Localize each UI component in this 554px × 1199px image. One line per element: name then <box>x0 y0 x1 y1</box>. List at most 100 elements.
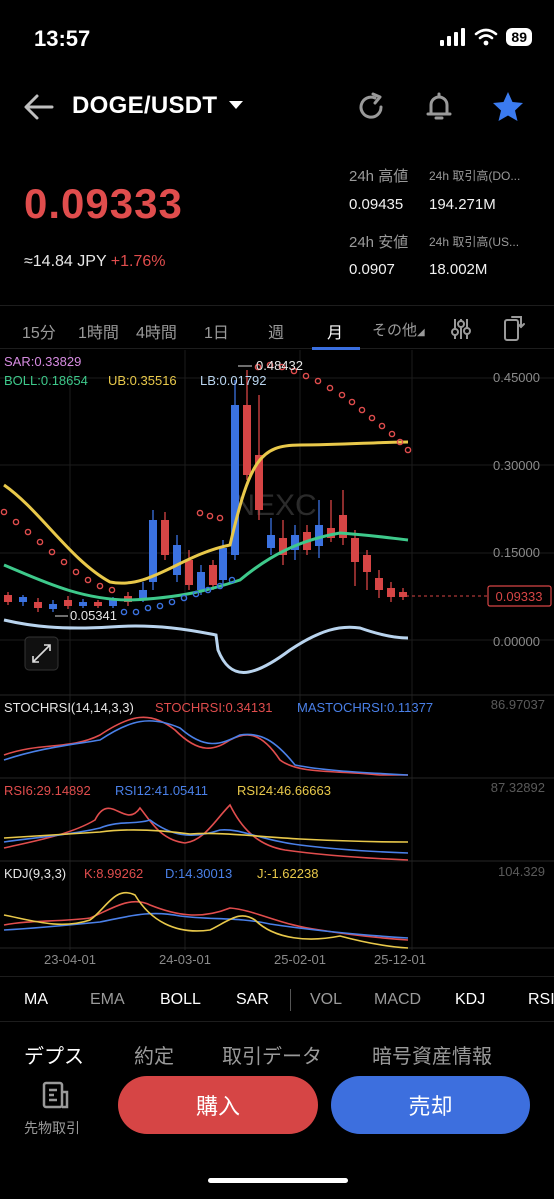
sar-dot <box>84 576 92 584</box>
sar-dot <box>60 558 68 566</box>
chart-canvas: 0.45000 0.30000 0.15000 0.00000 86.97037 87.3… <box>0 350 554 967</box>
candle-body <box>399 592 407 597</box>
sar-dot <box>368 414 376 422</box>
boll-upper-line <box>3 440 409 585</box>
rsi-max-label: 87.32892 <box>491 780 545 795</box>
candle-body <box>34 602 42 608</box>
expand-arrows <box>32 644 51 663</box>
boll-label: BOLL:0.18654 <box>4 373 88 388</box>
sar-dot <box>168 598 176 606</box>
tab-1d[interactable]: 1日 <box>204 325 229 342</box>
wifi-icon <box>475 28 498 46</box>
candle-body <box>109 600 117 606</box>
boll-mid-line <box>3 531 409 602</box>
tab-1mo[interactable]: 月 <box>327 325 344 342</box>
sar-dot <box>206 512 214 520</box>
candle-body <box>4 595 12 602</box>
futures-label[interactable]: 先物取引 <box>24 1120 80 1136</box>
indicator-settings-icon[interactable] <box>448 316 474 342</box>
stochrsi-max-label: 86.97037 <box>491 697 545 712</box>
tab-more[interactable]: その他◢ <box>372 319 425 340</box>
x-date-label: 25-02-01 <box>274 952 326 967</box>
sar-dot <box>108 586 116 594</box>
kdj-j-line <box>3 892 409 949</box>
tab-4h[interactable]: 4時間 <box>136 325 177 342</box>
sar-dot <box>204 586 212 594</box>
candle-body <box>339 515 347 538</box>
last-price: 0.09333 <box>24 180 183 227</box>
candle-body <box>149 520 157 582</box>
ind-tab-ema[interactable]: EMA <box>90 991 125 1008</box>
watermark-logo: NEXC <box>233 489 316 522</box>
signal-icon <box>440 28 466 46</box>
ind-tab-ma[interactable]: MA <box>24 991 48 1008</box>
kline-chart[interactable]: 0.45000 0.30000 0.15000 0.00000 86.97037 87.3… <box>0 350 554 975</box>
sar-dot <box>0 508 8 516</box>
mastochrsi-line <box>3 720 409 776</box>
tab-1h[interactable]: 1時間 <box>78 325 119 342</box>
sar-dot <box>404 446 412 454</box>
candle-body <box>139 590 147 598</box>
candle-body <box>94 602 102 606</box>
ind-tab-rsi[interactable]: RSI <box>528 991 554 1008</box>
sar-dot <box>12 518 20 526</box>
tab-depth[interactable]: デプス <box>24 1046 84 1068</box>
futures-icon[interactable] <box>40 1080 70 1110</box>
sar-dot <box>216 582 224 590</box>
tab-15m[interactable]: 15分 <box>22 325 56 342</box>
candle-body <box>291 535 299 550</box>
candle-body <box>363 555 371 572</box>
landscape-rotate-icon[interactable] <box>500 315 526 343</box>
low-value: 0.0907 <box>349 261 395 278</box>
tab-trades[interactable]: 約定 <box>134 1046 174 1068</box>
refresh-icon[interactable] <box>354 90 388 124</box>
candle-body <box>197 572 205 590</box>
ind-tab-macd[interactable]: MACD <box>374 991 422 1008</box>
tab-1w[interactable]: 週 <box>268 325 285 342</box>
sar-dot <box>358 406 366 414</box>
kdj-d-line <box>3 912 409 939</box>
x-date-label: 24-03-01 <box>159 952 211 967</box>
tab-crypto-info[interactable]: 暗号資産情報 <box>372 1046 492 1068</box>
tab-trade-data[interactable]: 取引データ <box>222 1046 322 1068</box>
ind-tab-sar[interactable]: SAR <box>236 991 269 1008</box>
sar-dot <box>348 398 356 406</box>
low-marker-label: 0.05341 <box>70 608 117 623</box>
ind-tab-vol[interactable]: VOL <box>310 991 343 1008</box>
back-arrow-icon[interactable] <box>22 92 56 122</box>
buy-button[interactable]: 購入 <box>118 1076 318 1134</box>
sar-dot <box>72 568 80 576</box>
ind-tab-boll[interactable]: BOLL <box>160 991 201 1008</box>
kdj-j-value: J:-1.62238 <box>257 866 319 881</box>
y-tick-label: 0.00000 <box>493 634 540 649</box>
sell-button[interactable]: 売却 <box>331 1076 530 1134</box>
chevron-down-icon[interactable] <box>228 100 244 110</box>
high-value: 0.09435 <box>349 196 404 213</box>
home-indicator <box>208 1178 348 1183</box>
sar-dot <box>278 363 286 371</box>
candle-body <box>173 545 181 575</box>
sar-dot <box>144 604 152 612</box>
sar-dot <box>156 602 164 610</box>
status-icons: 89 <box>440 28 532 46</box>
rsi6-value: RSI6:29.14892 <box>4 783 91 798</box>
candle-body <box>375 578 383 590</box>
kdj-k-value: K:8.99262 <box>84 866 144 881</box>
sar-dot <box>302 372 310 380</box>
indicator-tabs: MA EMA BOLL SAR VOL MACD KDJ RSI <box>0 976 554 1022</box>
price-change: +1.76% <box>110 253 166 270</box>
sar-dot <box>396 438 404 446</box>
bell-icon[interactable] <box>422 90 456 124</box>
stochrsi-value: STOCHRSI:0.34131 <box>155 700 273 715</box>
sar-dot <box>192 590 200 598</box>
sar-dot <box>290 367 298 375</box>
sar-dot <box>36 538 44 546</box>
star-favorite-icon[interactable] <box>491 90 525 124</box>
sar-dot <box>120 608 128 616</box>
pair-title[interactable]: DOGE/USDT <box>72 92 218 119</box>
candle-body <box>49 604 57 609</box>
status-time: 13:57 <box>34 26 91 51</box>
candle-body <box>387 588 395 597</box>
sar-dot <box>378 422 386 430</box>
ind-tab-kdj[interactable]: KDJ <box>455 991 486 1008</box>
